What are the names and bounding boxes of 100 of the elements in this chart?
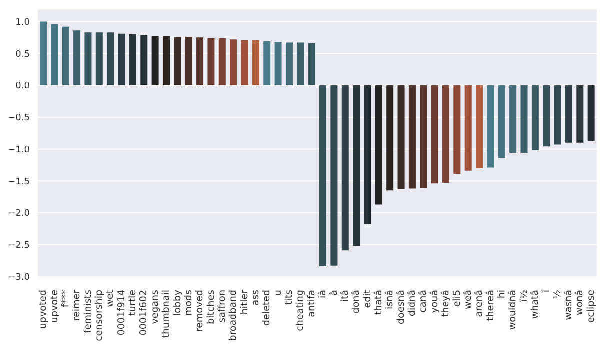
x-tick-label: 0001f914	[116, 290, 128, 336]
x-tick-label: isnâ	[384, 290, 396, 310]
x-tick-label: upvoted	[38, 290, 50, 330]
bar	[308, 43, 316, 86]
x-tick-label: saffron	[216, 290, 228, 323]
y-tick-label: −2.0	[8, 209, 30, 220]
x-tick-label: removed	[194, 290, 206, 332]
bar	[498, 85, 506, 158]
x-tick-label: ià	[318, 290, 329, 298]
x-tick-label: hi	[496, 290, 508, 299]
bar	[510, 85, 517, 154]
x-tick-label: mods	[183, 290, 194, 316]
x-tick-label: à	[328, 290, 340, 296]
bar	[40, 22, 48, 86]
x-tick-label: broadband	[228, 290, 240, 342]
x-tick-label: canâ	[418, 290, 430, 313]
x-tick-label: didnâ	[407, 290, 418, 317]
bar	[208, 38, 215, 86]
y-tick-label: −2.5	[8, 241, 30, 252]
bar	[464, 85, 472, 171]
bar	[118, 34, 126, 86]
x-tick-label: edit	[362, 290, 374, 308]
x-tick-label: doesnâ	[396, 290, 407, 324]
bar	[330, 85, 338, 266]
x-tick-label: wouldnâ	[508, 290, 519, 330]
x-tick-label: reimer	[72, 290, 83, 322]
x-tick-label: ass	[250, 290, 262, 306]
bar	[140, 35, 148, 86]
bar	[353, 85, 360, 246]
x-tick-label: censorship	[94, 290, 105, 342]
bar	[62, 26, 70, 86]
bar	[74, 30, 81, 86]
bar	[152, 36, 159, 86]
bar	[162, 36, 170, 86]
bar	[487, 85, 494, 168]
bar	[274, 42, 282, 86]
bar	[520, 85, 528, 154]
y-tick-label: 0.5	[16, 50, 30, 60]
bar	[398, 85, 405, 190]
x-tick-label: wasnâ	[564, 290, 575, 320]
x-tick-label: f***	[60, 290, 72, 308]
bar	[576, 85, 584, 143]
bar	[84, 32, 92, 86]
bar	[532, 85, 539, 151]
bar	[218, 38, 226, 86]
bar	[565, 85, 572, 143]
x-tick-label: hitler	[239, 290, 250, 315]
bar	[129, 34, 136, 86]
x-tick-label: 0001f602	[138, 290, 150, 336]
bar	[342, 85, 349, 251]
bar	[297, 42, 304, 86]
x-tick-label: upvote	[49, 290, 60, 324]
x-tick-label: thumbnail	[161, 290, 172, 338]
x-tick-label: whatâ	[530, 290, 542, 320]
y-tick-label: −1.5	[8, 177, 30, 188]
bar	[431, 85, 438, 184]
x-tick-label: wonâ	[574, 290, 586, 316]
bar	[408, 85, 416, 189]
y-tick-label: 0.0	[16, 82, 30, 92]
x-tick-label: eli5	[452, 290, 463, 308]
bar	[51, 24, 58, 86]
x-tick-label: tits	[284, 290, 296, 306]
x-tick-label: youâ	[429, 290, 440, 314]
y-tick-label: 1.0	[16, 18, 30, 28]
y-tick-label: −0.5	[8, 114, 30, 124]
bar	[420, 85, 428, 188]
x-tick-label: weâ	[462, 290, 474, 310]
y-tick-label: −1.0	[8, 145, 30, 156]
bar	[252, 40, 260, 86]
x-tick-label: wet	[105, 290, 116, 308]
x-tick-label: thatâ	[373, 290, 384, 316]
bar	[364, 85, 372, 224]
x-tick-label: ï½	[518, 290, 530, 303]
bar	[174, 37, 182, 86]
x-tick-label: bitches	[206, 290, 217, 324]
x-tick-label: theyâ	[440, 290, 452, 318]
bar	[554, 85, 562, 145]
x-tick-label: ï	[541, 290, 552, 294]
bar	[588, 85, 595, 141]
bar	[386, 85, 394, 191]
x-tick-label: thereâ	[485, 290, 496, 321]
x-tick-label: donâ	[351, 290, 362, 314]
x-tick-label: ½	[552, 290, 564, 300]
y-tick-label: −3.0	[8, 272, 30, 283]
x-tick-label: deleted	[262, 290, 273, 326]
x-tick-label: lobby	[172, 290, 184, 316]
x-tick-label: eclipse	[586, 290, 597, 324]
x-tick-label: arenâ	[474, 290, 486, 318]
bar	[96, 32, 103, 86]
x-tick-label: cheating	[295, 290, 306, 332]
x-tick-label: u	[272, 290, 284, 296]
bar	[476, 85, 484, 168]
bar	[241, 40, 248, 86]
bar	[264, 42, 271, 86]
bar	[320, 85, 327, 267]
bar	[543, 85, 550, 147]
bar	[454, 85, 461, 174]
x-tick-label: feminists	[82, 290, 94, 334]
x-tick-label: turtle	[128, 290, 139, 316]
x-tick-label: antifa	[306, 290, 318, 318]
